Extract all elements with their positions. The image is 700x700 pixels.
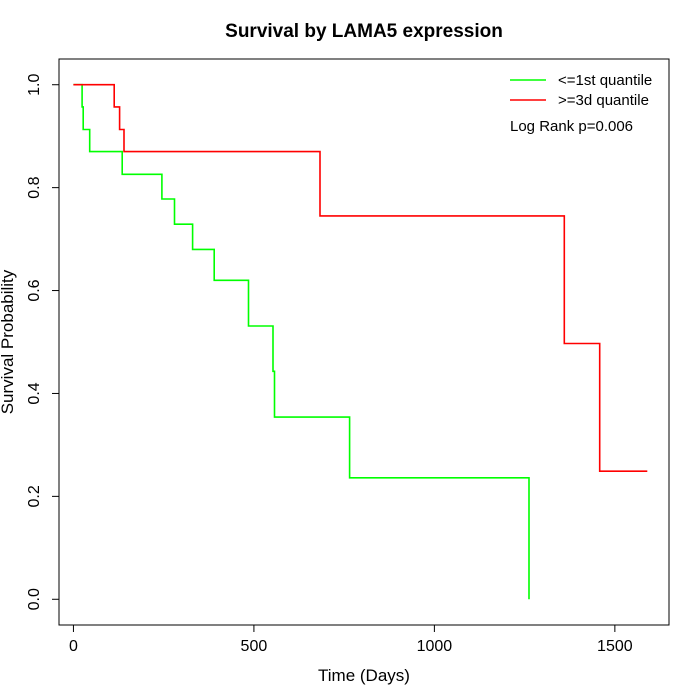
x-tick-label: 500 bbox=[241, 638, 268, 655]
y-tick-label: 1.0 bbox=[26, 74, 43, 96]
x-tick-label: 0 bbox=[69, 638, 78, 655]
y-axis: 0.0 0.2 0.4 0.6 0.8 1.0 bbox=[26, 74, 60, 610]
series-layer bbox=[73, 83, 648, 600]
y-tick-label: 0.6 bbox=[26, 279, 43, 301]
x-tick-label: 1000 bbox=[417, 638, 453, 655]
series-line-1 bbox=[73, 83, 648, 473]
legend: <=1st quantile >=3d quantile bbox=[510, 72, 652, 109]
x-tick-label: 1500 bbox=[597, 638, 633, 655]
series-line-0 bbox=[73, 83, 530, 600]
x-axis-label: Time (Days) bbox=[318, 666, 410, 685]
y-tick-label: 0.4 bbox=[26, 382, 43, 404]
y-tick-label: 0.2 bbox=[26, 485, 43, 507]
y-tick-label: 0.0 bbox=[26, 588, 43, 610]
chart-title: Survival by LAMA5 expression bbox=[225, 21, 503, 42]
legend-label-low: <=1st quantile bbox=[558, 72, 652, 89]
x-axis: 0 500 1000 1500 bbox=[69, 624, 633, 655]
log-rank-annotation: Log Rank p=0.006 bbox=[510, 118, 633, 135]
legend-label-high: >=3d quantile bbox=[558, 92, 649, 109]
y-tick-label: 0.8 bbox=[26, 176, 43, 198]
y-axis-label: Survival Probability bbox=[0, 269, 17, 414]
